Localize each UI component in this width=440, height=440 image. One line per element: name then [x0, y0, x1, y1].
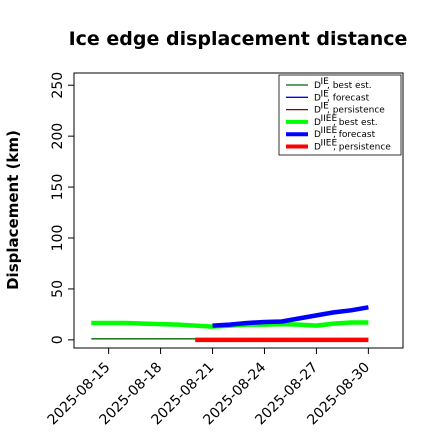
- legend-label: , persistence: [327, 106, 385, 116]
- y-axis-label: Displacement (km): [4, 130, 22, 290]
- legend-symbol: D: [314, 118, 321, 128]
- y-tick-label: 0: [50, 335, 66, 344]
- y-tick-label: 250: [50, 72, 66, 99]
- y-axis: 0 50 100 150 200 250: [50, 72, 74, 344]
- legend-superscript: IIEE: [321, 114, 338, 124]
- legend-label: , best est.: [327, 81, 372, 91]
- legend-superscript: IE: [321, 89, 330, 99]
- legend-symbol: D: [314, 81, 321, 91]
- legend-symbol: D: [314, 143, 321, 153]
- legend-superscript: IE: [321, 77, 330, 87]
- plot-area: [73, 72, 404, 349]
- legend-label: , forecast: [327, 93, 370, 103]
- plot-frame: [73, 72, 404, 349]
- legend-superscript: IE: [321, 102, 330, 112]
- y-tick-label: 200: [50, 123, 66, 150]
- legend-box: [278, 74, 402, 156]
- legend-superscript: IIEE: [321, 139, 338, 149]
- series-line-5: [212, 305, 369, 328]
- legend-symbol: D: [314, 93, 321, 103]
- legend-label: , persistence: [333, 143, 391, 153]
- legend-label: , forecast: [333, 130, 376, 140]
- legend-label: , best est.: [333, 118, 378, 128]
- legend-superscript: IIEE: [321, 126, 338, 136]
- legend-symbol: D: [314, 106, 321, 116]
- chart-title: Ice edge displacement distance: [69, 28, 408, 50]
- y-tick-label: 50: [50, 280, 66, 298]
- y-tick-label: 100: [50, 225, 66, 252]
- legend-symbol: D: [314, 130, 321, 140]
- y-tick-label: 150: [50, 174, 66, 201]
